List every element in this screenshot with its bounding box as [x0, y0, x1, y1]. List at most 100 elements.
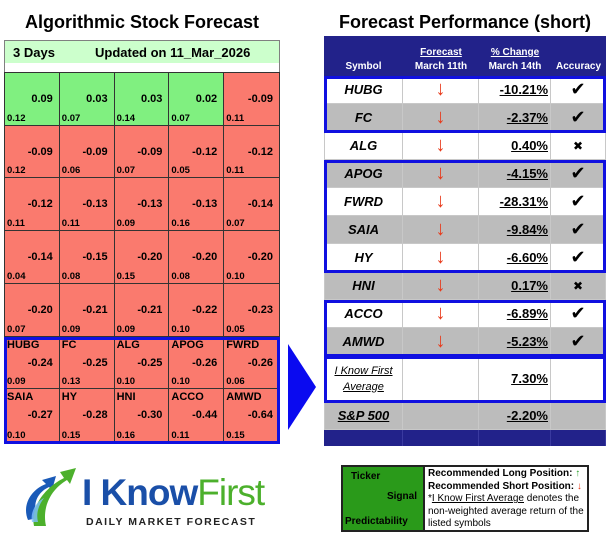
cell-predictability: 0.07 — [171, 112, 190, 124]
row-change: -10.21% — [479, 76, 551, 103]
cell-signal: -0.64 — [247, 409, 273, 422]
cell-predictability: 0.10 — [171, 323, 190, 335]
forecast-cell: -0.14 0.04 — [5, 231, 60, 284]
forecast-cell: 0.03 0.07 — [59, 73, 115, 126]
cell-predictability: 0.05 — [226, 323, 245, 335]
forecast-cell: -0.12 0.11 — [224, 125, 279, 179]
cell-predictability: 0.12 — [7, 112, 26, 124]
forecast-cell: -0.13 0.11 — [59, 178, 115, 232]
cell-ticker: FC — [61, 338, 77, 351]
cell-signal: -0.27 — [27, 409, 53, 422]
down-arrow-icon: ↓ — [403, 272, 479, 299]
cell-signal: -0.28 — [82, 409, 108, 422]
cell-predictability: 0.10 — [226, 270, 245, 282]
forecast-cell: -0.20 0.10 — [224, 231, 279, 284]
forecast-cell: -0.15 0.08 — [59, 231, 115, 284]
forecast-title: Algorithmic Stock Forecast — [24, 12, 260, 32]
row-symbol: HY — [324, 244, 403, 271]
cell-signal: -0.22 — [192, 303, 218, 316]
legend-signal: Signal — [386, 491, 417, 502]
cell-signal: -0.26 — [247, 356, 273, 369]
header-accuracy: Accuracy — [555, 61, 602, 72]
cell-predictability: 0.08 — [171, 270, 190, 282]
table-row: FC ↓ -2.37% ✔ — [324, 104, 606, 132]
cell-signal: -0.20 — [247, 251, 273, 264]
cell-predictability: 0.08 — [61, 270, 81, 282]
benchmark-label[interactable]: S&P 500 — [324, 402, 403, 429]
header-symbol: Symbol — [345, 61, 382, 72]
cell-signal: -0.09 — [82, 145, 108, 158]
cell-predictability: 0.15 — [116, 270, 136, 282]
forecast-cell: -0.21 0.09 — [59, 283, 115, 337]
forecast-cell: -0.22 0.10 — [169, 283, 225, 337]
table-row: APOG ↓ -4.15% ✔ — [324, 160, 606, 188]
check-icon: ✔ — [551, 328, 606, 355]
header-forecast: Forecast March 11th — [414, 47, 468, 72]
cell-predictability: 0.06 — [61, 165, 81, 177]
cross-icon: ✖ — [551, 272, 606, 299]
right-arrow-icon — [288, 344, 316, 430]
cell-signal: -0.12 — [192, 145, 218, 158]
cell-predictability: 0.10 — [7, 430, 26, 441]
performance-table-header: Symbol Forecast March 11th % Change Marc… — [324, 36, 606, 76]
cell-signal: -0.20 — [137, 251, 163, 264]
forecast-cell: SAIA -0.27 0.10 — [5, 389, 60, 442]
row-change: 0.40% — [479, 132, 551, 159]
cell-predictability: 0.09 — [61, 323, 81, 335]
table-row: SAIA ↓ -9.84% ✔ — [324, 216, 606, 244]
forecast-cell: -0.20 0.15 — [114, 231, 170, 284]
cell-predictability: 0.16 — [171, 218, 190, 230]
cell-signal: -0.09 — [137, 145, 163, 158]
cell-predictability: 0.11 — [61, 218, 80, 230]
cell-signal: -0.13 — [82, 198, 108, 211]
table-row: ALG ↓ 0.40% ✖ — [324, 132, 606, 160]
forecast-cell: ACCO -0.44 0.11 — [169, 389, 225, 442]
average-label[interactable]: I Know First Average — [324, 356, 403, 401]
table-row: AMWD ↓ -5.23% ✔ — [324, 328, 606, 356]
updated-label: Updated on 11_Mar_2026 — [95, 44, 251, 60]
cell-predictability: 0.16 — [116, 430, 136, 441]
cross-icon: ✖ — [551, 132, 606, 159]
forecast-cell: -0.12 0.05 — [169, 125, 225, 179]
cell-ticker: SAIA — [7, 391, 34, 404]
cell-predictability: 0.15 — [226, 430, 245, 441]
performance-title: Forecast Performance (short) — [338, 12, 592, 32]
row-symbol: HUBG — [324, 76, 403, 103]
cell-predictability: 0.07 — [226, 218, 245, 230]
average-change: 7.30% — [479, 356, 551, 401]
cell-signal: -0.30 — [137, 409, 163, 422]
cell-signal: -0.23 — [247, 303, 273, 316]
cell-predictability: 0.06 — [226, 376, 245, 388]
row-symbol: ACCO — [324, 300, 403, 327]
forecast-cell: -0.12 0.11 — [5, 178, 60, 232]
legend-ticker: Ticker — [351, 471, 381, 482]
cell-ticker: HNI — [116, 391, 136, 404]
cell-signal: 0.03 — [140, 93, 163, 105]
forecast-cell: FC -0.25 0.13 — [59, 336, 115, 390]
cell-predictability: 0.07 — [61, 112, 81, 124]
row-symbol: HNI — [324, 272, 403, 299]
forecast-cell: FWRD -0.26 0.06 — [224, 336, 279, 390]
down-arrow-icon: ↓ — [403, 160, 479, 187]
cell-predictability: 0.07 — [7, 323, 26, 335]
average-note-link[interactable]: I Know First Average — [431, 493, 524, 504]
cell-ticker: AMWD — [226, 391, 262, 404]
horizon-label: 3 Days — [13, 44, 55, 60]
cell-signal: -0.09 — [247, 93, 273, 105]
row-change: -6.89% — [479, 300, 551, 327]
table-row: FWRD ↓ -28.31% ✔ — [324, 188, 606, 216]
legend-note: denotes the non-weighted average return … — [428, 493, 584, 529]
cell-ticker: ALG — [116, 338, 140, 351]
cell-signal: -0.25 — [137, 356, 163, 369]
cell-signal: -0.09 — [27, 145, 53, 158]
legend-long: Recommended Long Position: — [428, 468, 573, 479]
legend-box: Ticker Signal Predictability Recommended… — [341, 465, 589, 532]
down-arrow-icon: ↓ — [403, 132, 479, 159]
cell-predictability: 0.10 — [116, 376, 136, 388]
row-symbol: FC — [324, 104, 403, 131]
header-change: % Change March 14th — [488, 47, 542, 72]
forecast-cell: -0.09 0.07 — [114, 125, 170, 179]
cell-signal: -0.44 — [192, 409, 218, 422]
cell-predictability: 0.11 — [7, 218, 25, 230]
cell-signal: -0.15 — [82, 251, 108, 264]
